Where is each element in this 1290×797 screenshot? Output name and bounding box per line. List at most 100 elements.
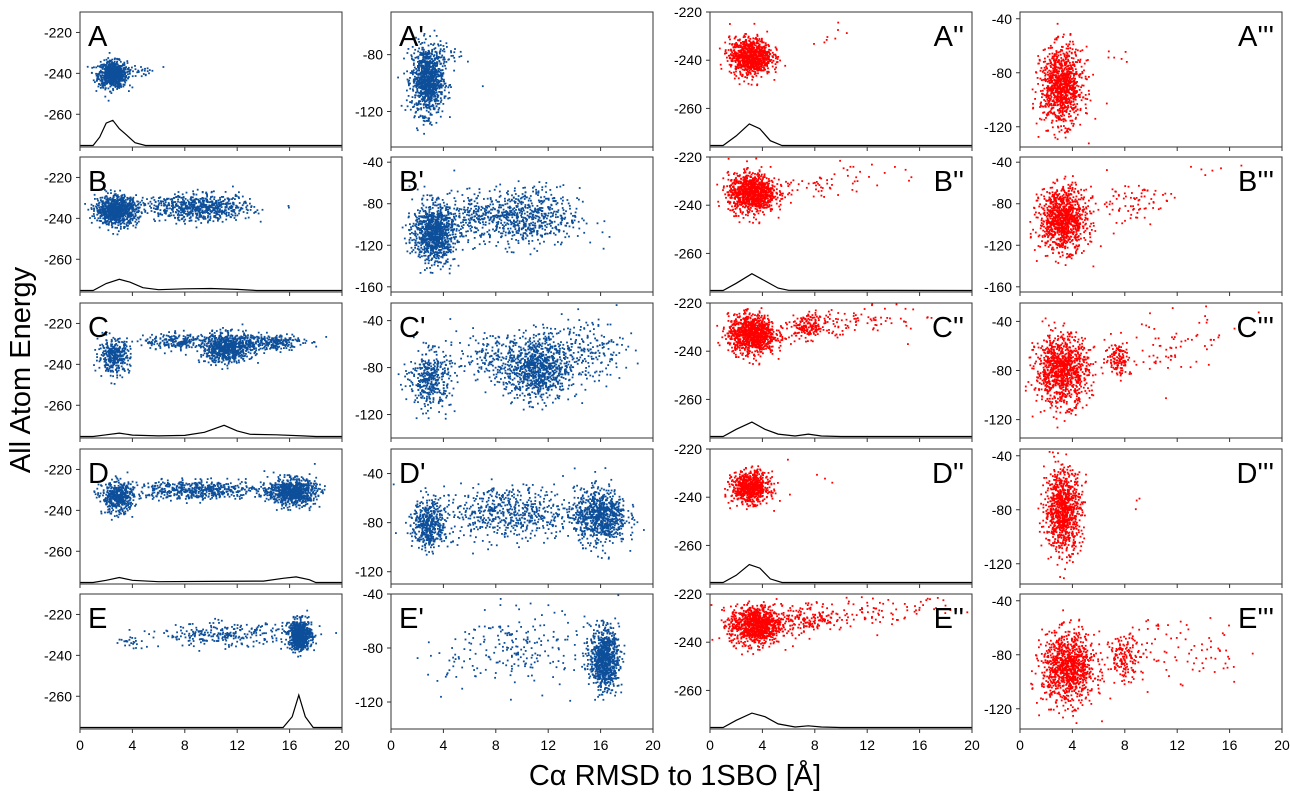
- scatter-point: [1043, 94, 1046, 97]
- scatter-point: [419, 95, 421, 98]
- scatter-point: [137, 217, 140, 220]
- scatter-point: [124, 81, 127, 84]
- scatter-point: [1062, 80, 1064, 83]
- scatter-point: [743, 34, 746, 37]
- scatter-point: [1044, 57, 1046, 60]
- scatter-point: [132, 198, 134, 200]
- scatter-point: [193, 209, 196, 211]
- scatter-point: [437, 108, 440, 111]
- scatter-point: [434, 89, 437, 92]
- scatter-point: [756, 59, 759, 61]
- scatter-point: [122, 203, 125, 206]
- scatter-point: [746, 57, 749, 60]
- scatter-point: [1061, 89, 1063, 92]
- scatter-point: [180, 205, 183, 208]
- scatter-point: [768, 58, 770, 61]
- scatter-point: [428, 52, 431, 54]
- scatter-point: [765, 53, 767, 56]
- scatter-point: [134, 65, 136, 67]
- scatter-point: [431, 48, 434, 51]
- scatter-point: [1082, 96, 1085, 99]
- scatter-point: [1049, 72, 1051, 75]
- scatter-point: [151, 69, 154, 72]
- scatter-point: [93, 207, 95, 210]
- scatter-point: [1061, 69, 1064, 72]
- scatter-point: [432, 87, 435, 90]
- scatter-point: [430, 113, 433, 116]
- scatter-point: [1071, 78, 1073, 80]
- scatter-point: [114, 73, 117, 75]
- scatter-point: [434, 83, 437, 85]
- scatter-point: [1052, 104, 1055, 107]
- scatter-point: [427, 111, 430, 113]
- scatter-point: [766, 50, 768, 53]
- scatter-point: [1039, 117, 1041, 120]
- scatter-point: [428, 89, 431, 91]
- scatter-point: [1047, 47, 1050, 49]
- scatter-point: [1074, 68, 1077, 71]
- scatter-point: [111, 207, 114, 210]
- scatter-point: [132, 217, 134, 220]
- scatter-point: [1059, 118, 1062, 121]
- scatter-point: [110, 66, 113, 69]
- scatter-point: [731, 57, 734, 60]
- scatter-point: [249, 198, 251, 200]
- scatter-point: [101, 85, 104, 88]
- scatter-point: [418, 63, 420, 65]
- scatter-point: [766, 70, 769, 73]
- scatter-point: [435, 99, 438, 102]
- scatter-point: [105, 65, 107, 68]
- scatter-point: [1047, 62, 1050, 65]
- scatter-point: [432, 76, 435, 79]
- scatter-point: [122, 204, 125, 207]
- scatter-point: [103, 64, 106, 67]
- scatter-point: [753, 60, 755, 63]
- scatter-point: [736, 58, 739, 61]
- scatter-point: [112, 84, 115, 87]
- scatter-point: [424, 116, 427, 119]
- scatter-point: [140, 75, 143, 78]
- scatter-point: [427, 84, 430, 86]
- scatter-point: [1063, 73, 1065, 75]
- scatter-point: [121, 194, 124, 196]
- scatter-point: [228, 199, 230, 202]
- scatter-point: [1048, 100, 1051, 103]
- scatter-point: [442, 84, 444, 87]
- scatter-point: [1058, 118, 1060, 121]
- scatter-point: [784, 64, 787, 67]
- scatter-point: [136, 216, 139, 219]
- scatter-point: [764, 50, 766, 53]
- scatter-point: [104, 213, 107, 216]
- scatter-point: [418, 73, 421, 76]
- scatter-point: [108, 62, 111, 64]
- scatter-point: [420, 79, 422, 82]
- scatter-point: [131, 86, 134, 89]
- scatter-point: [432, 66, 435, 68]
- scatter-point: [755, 36, 757, 39]
- scatter-point: [420, 52, 423, 54]
- scatter-point: [1059, 87, 1062, 89]
- scatter-point: [425, 66, 428, 68]
- scatter-point: [101, 209, 104, 212]
- scatter-point: [433, 98, 436, 101]
- scatter-point: [1051, 85, 1054, 88]
- scatter-point: [1048, 88, 1050, 90]
- scatter-point: [740, 49, 742, 52]
- scatter-point: [420, 93, 423, 95]
- scatter-point: [438, 84, 441, 87]
- scatter-point: [116, 194, 119, 197]
- scatter-point: [428, 96, 431, 99]
- scatter-point: [120, 226, 122, 228]
- scatter-point: [437, 85, 440, 87]
- scatter-point: [413, 62, 415, 65]
- scatter-point: [1074, 118, 1077, 120]
- scatter-point: [146, 70, 149, 73]
- scatter-point: [100, 211, 102, 214]
- scatter-point: [429, 75, 432, 77]
- scatter-point: [760, 67, 762, 70]
- scatter-point: [433, 91, 436, 93]
- scatter-point: [1049, 64, 1052, 67]
- scatter-point: [1071, 72, 1074, 75]
- scatter-point: [1069, 33, 1072, 35]
- scatter-point: [218, 211, 220, 213]
